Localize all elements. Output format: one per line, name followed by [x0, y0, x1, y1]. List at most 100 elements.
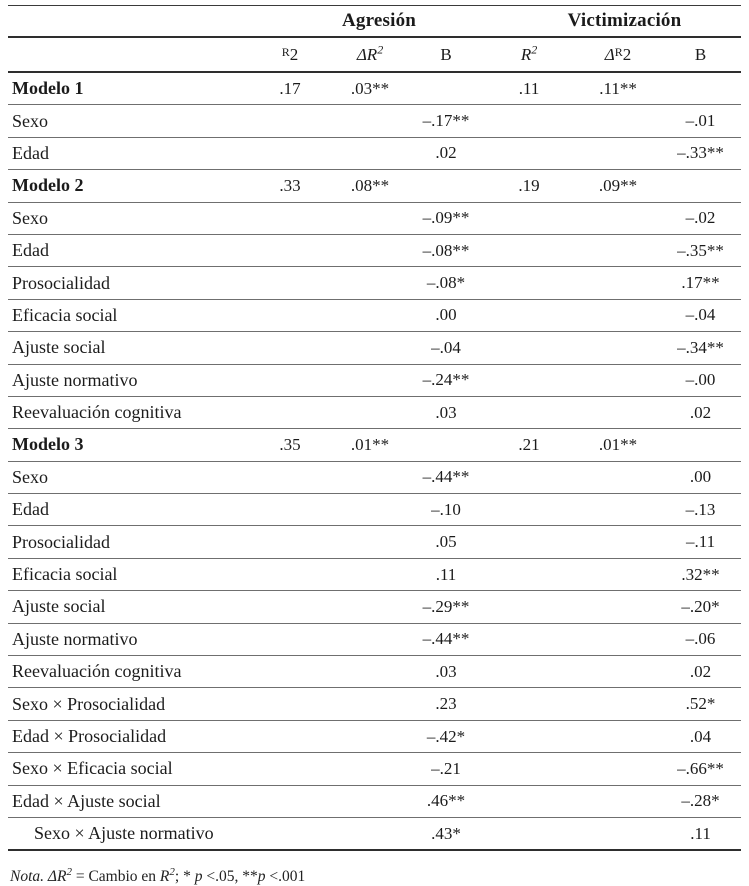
- r-superscript: R: [614, 44, 623, 59]
- table-row: Edad .02 –.33**: [8, 136, 742, 170]
- cell-victimizacion-b: .02: [660, 395, 742, 429]
- cell-agresion-delta-r2: [330, 298, 410, 332]
- cell-agresion-delta-r2: [330, 752, 410, 786]
- cell-victimizacion-b: –.01: [660, 104, 742, 138]
- row-label: Edad × Prosocialidad: [8, 719, 250, 753]
- cell-victimizacion-b: –.11: [660, 525, 742, 559]
- cell-victimizacion-delta-r2: .01**: [576, 428, 661, 462]
- cell-agresion-r2: [250, 687, 330, 721]
- table-note: Nota. ΔR2 = Cambio en R2; * p <.05, **p …: [10, 867, 741, 886]
- cell-agresion-r2: [250, 719, 330, 753]
- cell-victimizacion-delta-r2: [576, 298, 661, 332]
- cell-victimizacion-delta-r2: [576, 784, 661, 818]
- cell-victimizacion-delta-r2: [576, 622, 661, 656]
- cell-victimizacion-delta-r2: [576, 655, 661, 688]
- cell-agresion-b: –.44**: [410, 460, 483, 494]
- cell-victimizacion-b: –.34**: [660, 331, 742, 365]
- table-row: Prosocialidad –.08* .17**: [8, 266, 742, 300]
- cell-agresion-r2: .33: [250, 169, 330, 203]
- table-row: Sexo × Prosocialidad .23 .52*: [8, 687, 742, 721]
- cell-victimizacion-r2: [482, 493, 577, 526]
- cell-agresion-r2: [250, 395, 330, 429]
- cell-victimizacion-delta-r2: [576, 557, 661, 591]
- note-nota-delta-r: Nota. ΔR: [10, 868, 67, 886]
- cell-victimizacion-delta-r2: [576, 493, 661, 526]
- row-label: Edad × Ajuste social: [8, 784, 250, 818]
- cell-agresion-r2: [250, 201, 330, 235]
- cell-victimizacion-r2: [482, 557, 577, 591]
- cell-agresion-delta-r2: .01**: [330, 428, 410, 462]
- cell-victimizacion-delta-r2: [576, 525, 661, 559]
- cell-agresion-r2: [250, 460, 330, 494]
- cell-agresion-b: –.09**: [410, 201, 483, 235]
- table-row: Edad × Prosocialidad –.42* .04: [8, 719, 742, 753]
- cell-victimizacion-b: –.28*: [660, 784, 742, 818]
- table-row: Modelo 2 .33 .08** .19 .09**: [8, 169, 742, 203]
- row-label: Ajuste social: [8, 331, 250, 365]
- row-label: Edad: [8, 493, 250, 526]
- cell-victimizacion-b: .04: [660, 719, 742, 753]
- regression-table: Agresión Victimización R2 ΔR2 B R2 ΔR2 B…: [8, 5, 742, 852]
- table-row: Modelo 1 .17 .03** .11 .11**: [8, 72, 741, 105]
- header-agresion-r2: R2: [250, 37, 330, 73]
- cell-agresion-b: –.21: [410, 752, 483, 786]
- note-p001: <.001: [265, 868, 306, 886]
- cell-agresion-b: [410, 169, 483, 203]
- cell-victimizacion-r2: [482, 622, 577, 656]
- row-label: Sexo × Prosocialidad: [8, 687, 250, 721]
- cell-victimizacion-b: .02: [660, 655, 742, 688]
- cell-agresion-b: –.17**: [410, 104, 483, 138]
- table-row: Reevaluación cognitiva .03 .02: [8, 395, 742, 429]
- cell-victimizacion-delta-r2: [576, 266, 661, 300]
- row-label: Edad: [8, 136, 250, 170]
- delta-r: ΔR: [356, 44, 378, 64]
- r-italic: R: [520, 44, 532, 64]
- cell-victimizacion-delta-r2: .09**: [576, 169, 661, 203]
- cell-agresion-r2: [250, 298, 330, 332]
- row-label: Prosocialidad: [8, 525, 250, 559]
- cell-agresion-delta-r2: [330, 784, 410, 818]
- cell-victimizacion-delta-r2: [576, 590, 661, 624]
- cell-agresion-r2: [250, 233, 330, 267]
- table-row: Ajuste normativo –.44** –.06: [8, 622, 742, 656]
- row-label: Modelo 2: [8, 169, 250, 203]
- cell-victimizacion-b: –.20*: [660, 590, 742, 624]
- cell-agresion-r2: [250, 784, 330, 818]
- cell-agresion-r2: [250, 266, 330, 300]
- header-victimizacion-r2: R2: [482, 37, 577, 73]
- cell-agresion-r2: [250, 622, 330, 656]
- cell-agresion-r2: [250, 752, 330, 786]
- cell-agresion-r2: [250, 655, 330, 688]
- squared-superscript: 2: [531, 41, 538, 56]
- cell-agresion-delta-r2: [330, 136, 410, 170]
- cell-victimizacion-delta-r2: [576, 460, 661, 494]
- cell-agresion-b: .23: [410, 687, 483, 721]
- cell-agresion-delta-r2: [330, 590, 410, 624]
- cell-agresion-delta-r2: [330, 493, 410, 526]
- table-row: Ajuste social –.04 –.34**: [8, 331, 742, 365]
- cell-agresion-b: –.29**: [410, 590, 483, 624]
- note-cambio-en: = Cambio en: [71, 868, 160, 886]
- cell-victimizacion-r2: [482, 395, 577, 429]
- cell-agresion-b: .03: [410, 655, 483, 688]
- row-label: Reevaluación cognitiva: [8, 395, 250, 429]
- cell-victimizacion-b: .17**: [660, 266, 742, 300]
- table-row: Reevaluación cognitiva .03 .02: [8, 655, 742, 688]
- header-agresion-b: B: [410, 37, 483, 73]
- sub-header-spacer: [8, 37, 250, 73]
- cell-victimizacion-b: –.13: [660, 493, 742, 526]
- cell-victimizacion-b: .32**: [660, 557, 742, 591]
- cell-victimizacion-r2: [482, 784, 577, 818]
- cell-agresion-delta-r2: [330, 655, 410, 688]
- cell-agresion-delta-r2: [330, 816, 410, 851]
- cell-victimizacion-r2: [482, 525, 577, 559]
- cell-victimizacion-delta-r2: [576, 687, 661, 721]
- cell-victimizacion-r2: .11: [518, 78, 540, 98]
- header-victimizacion-delta-r2: ΔR2: [576, 37, 661, 73]
- cell-agresion-delta-r2: [330, 687, 410, 721]
- header-agresion-delta-r2: ΔR2: [330, 37, 410, 73]
- cell-victimizacion-delta-r2: [576, 136, 661, 170]
- cell-agresion-r2: [250, 104, 330, 138]
- cell-agresion-r2: [250, 525, 330, 559]
